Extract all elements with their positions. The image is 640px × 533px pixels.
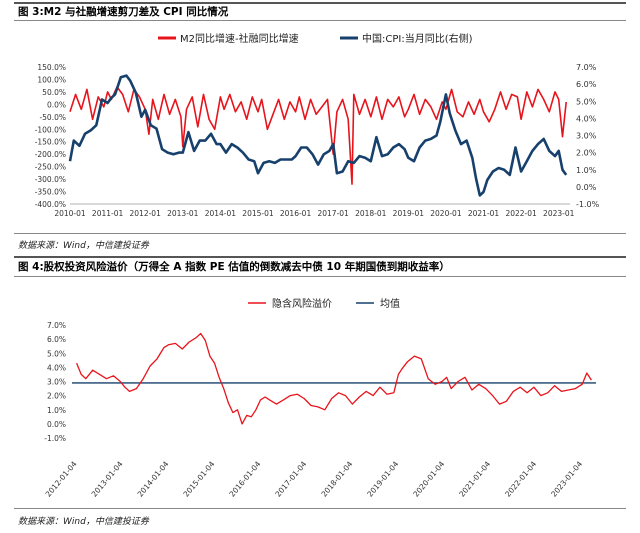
left-axis-tick-label: -250.0% xyxy=(35,163,66,172)
x-axis-tick-label: 2011-01 xyxy=(92,209,124,218)
x-axis-tick-label: 2021-01-04 xyxy=(457,459,492,498)
x-axis-tick-label: 2012-01-04 xyxy=(44,459,79,498)
series-line-m2-minus-tsf xyxy=(69,86,567,185)
x-axis-tick-label: 2016-01-04 xyxy=(228,459,263,498)
y-axis-tick-label: 2.0% xyxy=(47,392,66,401)
right-axis-tick-label: 6.0% xyxy=(576,80,597,89)
right-axis-tick-label: 1.0% xyxy=(576,166,597,175)
x-axis-tick-label: 2013-01 xyxy=(167,209,199,218)
y-axis-tick-label: 6.0% xyxy=(47,335,66,344)
right-axis-tick-label: 7.0% xyxy=(576,63,597,72)
legend-label-cpi: 中国:CPI:当月同比(右侧) xyxy=(362,32,473,45)
left-axis-tick-label: -200.0% xyxy=(35,150,66,159)
x-axis-tick-label: 2022-01-04 xyxy=(503,459,538,498)
left-axis-tick-label: 100.0% xyxy=(37,75,66,84)
series-line-cpi xyxy=(68,74,568,197)
x-axis-tick-label: 2019-01-04 xyxy=(365,459,400,498)
x-axis-tick-label: 2012-01 xyxy=(130,209,162,218)
left-axis-tick-label: -300.0% xyxy=(35,175,66,184)
figure-4-title: 图 4:股权投资风险溢价（万得全 A 指数 PE 估值的倒数减去中债 10 年期… xyxy=(18,261,450,273)
figure-4-source-rule xyxy=(14,508,626,509)
x-axis-tick-label: 2014-01-04 xyxy=(136,459,171,498)
x-axis-tick-label: 2014-01 xyxy=(205,209,237,218)
right-axis-tick-label: 4.0% xyxy=(576,114,597,123)
x-axis-tick-label: 2018-01-04 xyxy=(319,459,354,498)
right-axis-tick-label: -1.0% xyxy=(576,200,600,209)
legend-label-spread: M2同比增速-社融同比增速 xyxy=(180,32,299,45)
figure-3-chart: M2同比增速-社融同比增速 中国:CPI:当月同比(右侧) 150.0% 100.0%… xyxy=(35,32,600,218)
right-axis-tick-label: 5.0% xyxy=(576,97,597,106)
y-axis-tick-label: 7.0% xyxy=(47,321,66,330)
top-rule xyxy=(14,2,626,4)
figure-3-source-rule xyxy=(14,233,626,234)
left-axis-tick-label: -350.0% xyxy=(35,188,66,197)
figure-4-source: 数据来源：Wind，中信建投证券 xyxy=(18,517,149,527)
x-axis-tick-label: 2017-01 xyxy=(317,209,349,218)
x-axis-tick-label: 2022-01 xyxy=(505,209,537,218)
x-axis-tick-label: 2015-01 xyxy=(242,209,274,218)
x-axis-tick-label: 2019-01 xyxy=(393,209,425,218)
left-axis-tick-label: -150.0% xyxy=(35,138,66,147)
left-axis-tick-label: 150.0% xyxy=(37,63,66,72)
y-axis-tick-label: 0.0% xyxy=(47,420,66,429)
left-axis-tick-label: 50.0% xyxy=(42,88,66,97)
y-axis-tick-label: 1.0% xyxy=(47,406,66,415)
figure-3-title-rule xyxy=(14,20,626,21)
x-axis-tick-label: 2017-01-04 xyxy=(273,459,308,498)
left-axis-tick-label: -100.0% xyxy=(35,125,66,134)
right-axis-tick-label: 2.0% xyxy=(576,149,597,158)
x-axis-tick-label: 2018-01 xyxy=(355,209,387,218)
figure-4-title-rule xyxy=(14,276,626,277)
right-axis-tick-label: 0.0% xyxy=(576,183,597,192)
y-axis-tick-label: 4.0% xyxy=(47,363,66,372)
right-axis-tick-label: 3.0% xyxy=(576,132,597,141)
legend-label-mean: 均值 xyxy=(380,297,400,310)
left-axis-tick-label: 0.0% xyxy=(47,100,66,109)
series-line-risk-premium xyxy=(75,332,592,425)
x-axis-tick-label: 2010-01 xyxy=(54,209,86,218)
x-axis-tick-label: 2020-01-04 xyxy=(411,459,446,498)
figure-4-top-rule xyxy=(14,256,626,258)
figure-3-title: 图 3:M2 与社融增速剪刀差及 CPI 同比情况 xyxy=(18,6,229,18)
figure-4-chart: 隐含风险溢价 均值 7.0% 6.0% 5.0% 4.0% 3.0% 2.0% 1.0% 0.0%… xyxy=(44,297,596,499)
figure-3-source: 数据来源：Wind，中信建投证券 xyxy=(18,241,149,251)
left-axis-tick-label: -400.0% xyxy=(35,200,66,209)
y-axis-tick-label: 5.0% xyxy=(47,349,66,358)
x-axis-tick-label: 2020-01 xyxy=(430,209,462,218)
legend-label-premium: 隐含风险溢价 xyxy=(272,297,332,310)
left-axis-tick-label: -50.0% xyxy=(39,113,66,122)
x-axis-tick-label: 2023-01 xyxy=(543,209,575,218)
y-axis-tick-label: 3.0% xyxy=(47,378,66,387)
x-axis-tick-label: 2023-01-04 xyxy=(549,459,584,498)
y-axis-tick-label: -1.0% xyxy=(44,434,66,443)
x-axis-tick-label: 2021-01 xyxy=(468,209,500,218)
x-axis-tick-label: 2013-01-04 xyxy=(90,459,125,498)
x-axis-tick-label: 2015-01-04 xyxy=(182,459,217,498)
x-axis-tick-label: 2016-01 xyxy=(280,209,312,218)
